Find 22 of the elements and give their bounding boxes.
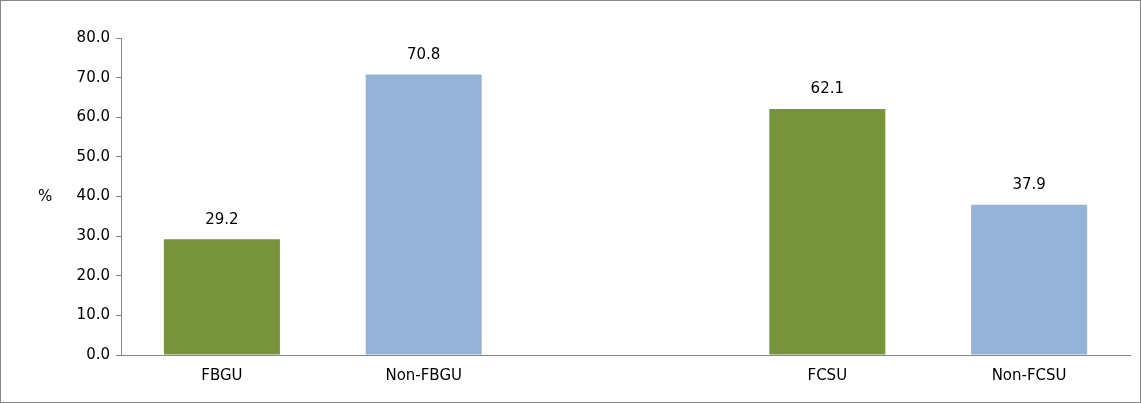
x-tick-label: FCSU — [807, 365, 848, 384]
x-tick-label: Non-FCSU — [991, 365, 1067, 384]
x-tick-label: Non-FBGU — [385, 365, 462, 384]
y-tick-label: 40.0 — [76, 186, 110, 205]
y-axis-title: % — [37, 187, 53, 206]
y-tick-label: 70.0 — [76, 67, 110, 86]
bar — [971, 204, 1088, 355]
data-label: 62.1 — [810, 79, 844, 98]
bar — [163, 239, 280, 355]
data-label: 29.2 — [205, 209, 239, 228]
y-tick-label: 60.0 — [76, 107, 110, 126]
bar — [769, 108, 886, 355]
y-tick-label: 20.0 — [76, 265, 110, 284]
y-tick-label: 30.0 — [76, 226, 110, 245]
y-tick-label: 80.0 — [76, 27, 110, 46]
data-label: 70.8 — [407, 44, 441, 63]
bar — [365, 74, 482, 355]
y-tick-label: 10.0 — [76, 305, 110, 324]
x-tick-label: FBGU — [201, 365, 243, 384]
y-tick-label: 50.0 — [76, 146, 110, 165]
y-tick-label: 0.0 — [86, 344, 110, 363]
data-label: 37.9 — [1012, 175, 1046, 194]
